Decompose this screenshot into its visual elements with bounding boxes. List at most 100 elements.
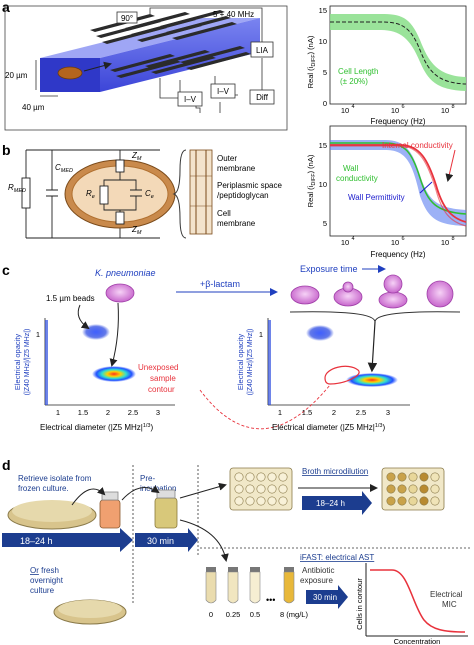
left-xlabel: Electrical diameter (|Z5 MHz|1/3) [40,423,154,432]
scatter-right [267,318,410,406]
iv-box-1 [177,91,203,107]
bead-cluster-right [306,325,334,341]
internal-conductivity-curve-2 [330,145,467,227]
right-ylabel-2: (|Z40 MHz|/|Z5 MHz|) [247,329,254,396]
unexposed-contour [324,365,360,385]
well [256,472,266,482]
ytick: 0 [323,99,327,108]
sample-cluster [92,366,136,382]
chart-b-xticks: 10 4 10 6 10 8 [341,236,455,247]
well [256,484,266,494]
xtick: 2.5 [128,408,138,417]
to-plate-arrow [179,482,227,499]
microplate-after [381,467,445,511]
chart-a-ylabel: Real (iDIFF) (nA) [306,35,317,88]
chart-a-frame [329,5,467,105]
right-xticks: 1 1.5 2 2.5 3 [278,408,390,417]
ytick: 15 [319,6,327,15]
down-arrow [367,321,378,373]
outer-membrane-1: Outer [217,154,237,163]
well [397,472,407,482]
retrieve-1: Retrieve isolate from [18,474,92,483]
internal-conductivity-curve [330,144,467,223]
or-fresh-line1: Or fresh [30,566,59,575]
cell-membrane-1: Cell [217,209,231,218]
beta-lactam-label: +β-lactam [200,279,240,289]
flow-arrow [83,61,112,72]
well [419,496,429,506]
exposed-cluster [346,373,398,387]
c-med-label: CMED [55,163,73,174]
angle-box [116,11,138,24]
periplasmic-1: Periplasmic space [217,181,282,190]
diff-box [249,89,275,105]
retrieve-2: frozen culture. [18,484,69,493]
unexposed-3: contour [148,385,175,394]
timeline-arrow-3 [306,585,348,609]
internal-arrow [445,149,456,182]
wall-cond-1: Wall [343,164,358,173]
cell-circuit [99,159,142,225]
well [430,496,440,506]
chart-b-yticks: 5 10 15 [319,141,327,228]
well [419,472,429,482]
tube-3 [283,567,295,604]
cells-in-contour: Cells in contour [355,578,364,630]
cell-arrow [109,302,119,367]
well [256,496,266,506]
concentration: Concentration [394,637,441,645]
zm-bot-label: ZM [131,225,142,236]
chart-b: Internal conductivity Wall conductivity … [306,125,467,259]
nominal-curve [330,21,467,85]
antibiotic-2: exposure [300,576,333,585]
xtick-exp: 4 [351,104,354,110]
chart-a-xlabel: Frequency (Hz) [370,117,425,126]
vial-1 [99,491,121,529]
or-fresh-4: culture [30,586,55,595]
antibiotic-1: Antibiotic [302,566,334,575]
ytick: 10 [319,180,327,189]
well [245,472,255,482]
panel-a-label: a [2,0,10,15]
ytick: 10 [319,37,327,46]
morphology-sequence [290,274,454,309]
xtick-exp: 4 [351,236,354,242]
wall-permittivity-band [330,140,466,226]
xtick: 2 [106,408,110,417]
left-ylabel-1: Electrical opacity [13,334,22,391]
annotation-line1: Cell Length [338,67,378,76]
electrical-mic-1: Electrical [430,590,463,599]
brace [172,149,187,239]
well [386,484,396,494]
circuit [21,149,160,239]
lia-box [250,41,274,58]
right-ylabel-1: Electrical opacity [236,334,245,391]
conc-0: 0 [209,610,213,619]
timeline-arrow-1 [2,528,133,552]
timeline-arrow-2 [135,528,198,552]
dots: ••• [266,595,275,605]
internal-label: Internal conductivity [382,141,453,150]
xtick: 1.5 [302,408,312,417]
mic-chart [365,563,468,637]
periplasmic-2: /peptidoglycan [217,191,269,200]
chart-a: Cell Length (± 20%) 0 5 10 15 10 4 10 6 … [306,5,467,126]
well [386,496,396,506]
panel-b: b RMED CMED ZM ZM Re Ce [2,142,282,239]
panel-a: a 90° [2,0,288,131]
conc-2: 0.5 [250,610,260,619]
chart-b-frame [329,125,467,237]
time-2: 30 min [147,536,174,546]
panel-d-label: d [2,457,11,473]
well [278,472,288,482]
xtick-exp: 6 [401,236,404,242]
well [408,484,418,494]
panel-c-label: c [2,262,10,278]
well [430,484,440,494]
xtick: 10 [441,106,449,115]
left-ytick: 1 [36,330,40,339]
time-1: 18–24 h [20,536,53,546]
well [245,484,255,494]
xtick: 2.5 [356,408,366,417]
lia-label: LIA [256,46,269,55]
